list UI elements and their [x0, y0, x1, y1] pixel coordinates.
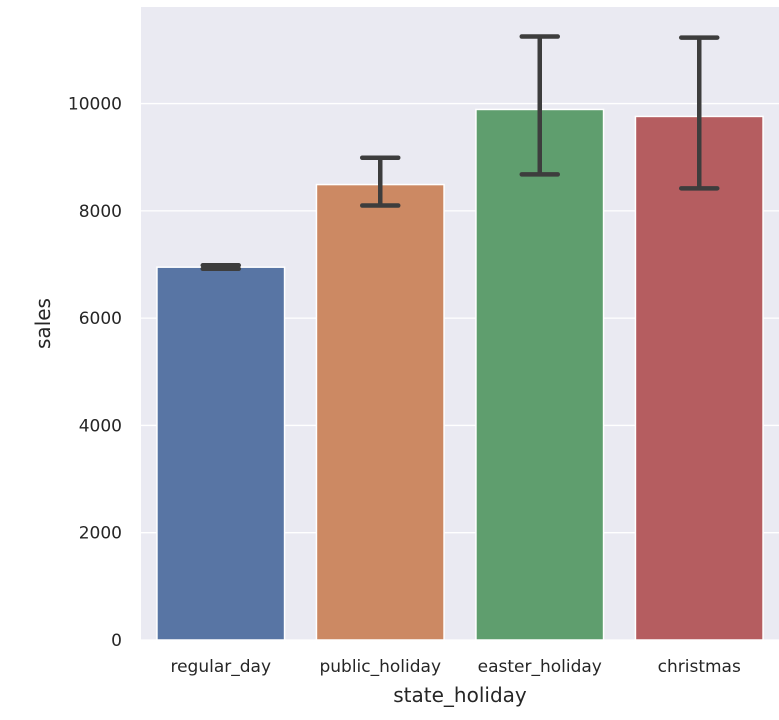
- bar-regular-day: [156, 266, 286, 641]
- y-tick-label: 4000: [79, 416, 122, 436]
- y-tick-label: 10000: [68, 95, 122, 115]
- x-tick-label: christmas: [658, 657, 741, 677]
- bars: [156, 108, 764, 641]
- y-tick-label: 2000: [79, 524, 122, 544]
- y-tick-label: 8000: [79, 202, 122, 222]
- y-axis-label: sales: [31, 298, 55, 349]
- x-axis-ticks: regular_day public_holiday easter_holiday c…: [170, 657, 741, 677]
- x-tick-label: regular_day: [170, 657, 271, 677]
- bar-easter-holiday: [475, 108, 605, 641]
- bar-public-holiday: [315, 183, 445, 641]
- bar-christmas: [634, 115, 764, 641]
- x-tick-label: easter_holiday: [478, 657, 602, 677]
- y-tick-label: 6000: [79, 309, 122, 329]
- error-bars: [200, 34, 720, 272]
- x-tick-label: public_holiday: [319, 657, 441, 677]
- x-axis-label: state_holiday: [393, 683, 527, 707]
- y-tick-label: 0: [111, 631, 122, 651]
- y-axis-ticks: 0 2000 4000 6000 8000 10000: [68, 95, 122, 651]
